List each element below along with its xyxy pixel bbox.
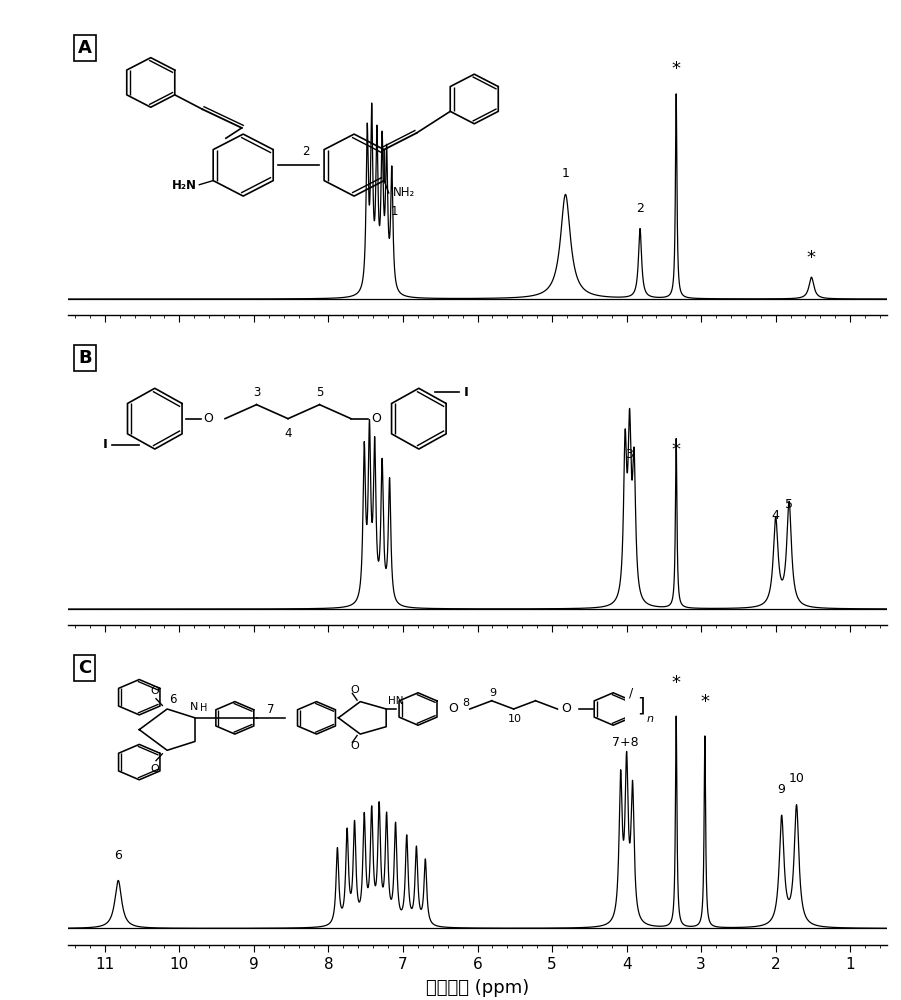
Text: B: B — [78, 349, 92, 367]
Text: 2: 2 — [636, 202, 644, 215]
X-axis label: 化学位移 (ppm): 化学位移 (ppm) — [426, 979, 529, 997]
Text: *: * — [700, 693, 709, 711]
Text: 9: 9 — [778, 783, 786, 796]
Text: C: C — [78, 659, 92, 677]
Text: 3: 3 — [625, 448, 633, 461]
Text: 4: 4 — [772, 509, 779, 522]
Text: *: * — [671, 441, 680, 459]
Text: 7+8: 7+8 — [612, 736, 639, 749]
Text: *: * — [671, 60, 680, 78]
Text: A: A — [78, 39, 92, 57]
Text: 1: 1 — [561, 167, 569, 180]
Text: 10: 10 — [788, 772, 805, 785]
Text: *: * — [671, 674, 680, 692]
Text: *: * — [807, 249, 816, 267]
Text: 5: 5 — [785, 498, 793, 511]
Text: 6: 6 — [114, 849, 123, 862]
